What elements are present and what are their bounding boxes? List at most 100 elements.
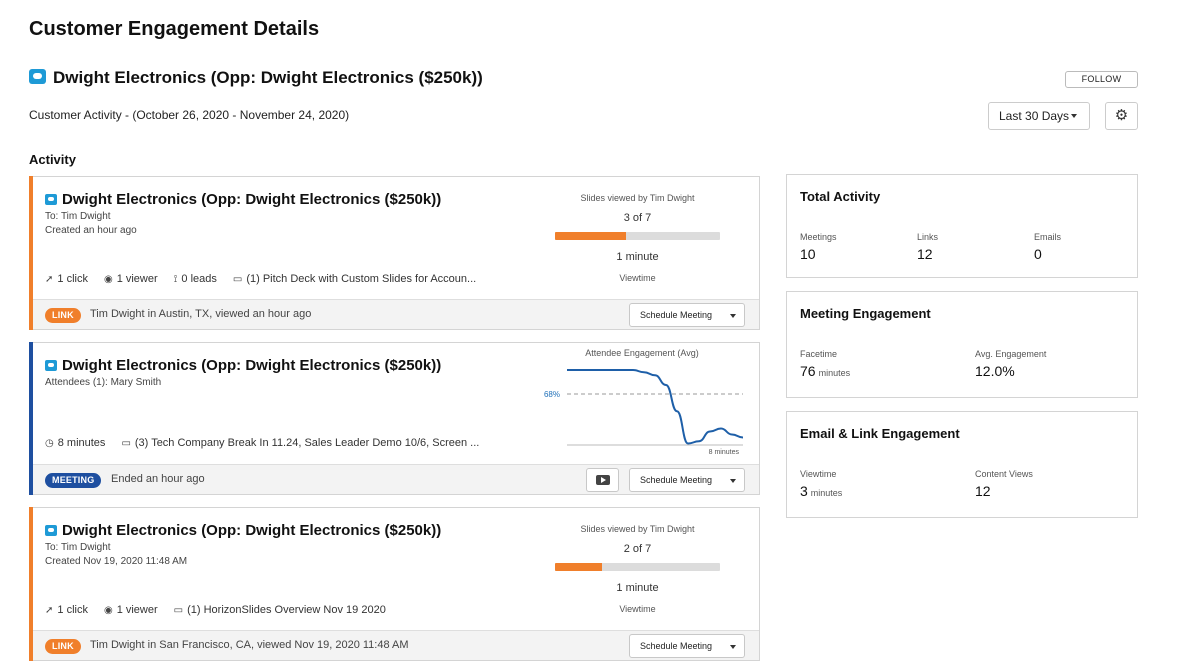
footer-status: Tim Dwight in Austin, TX, viewed an hour… xyxy=(90,308,312,320)
footer-status: Tim Dwight in San Francisco, CA, viewed … xyxy=(90,639,409,651)
card-recipient: To: Tim Dwight xyxy=(45,542,111,553)
avg-engagement-label: Avg. Engagement xyxy=(975,349,1047,359)
facetime-value: 76 xyxy=(800,363,816,379)
opportunity-icon xyxy=(45,194,57,205)
emails-stat: Emails 0 xyxy=(1034,232,1061,262)
schedule-meeting-dropdown[interactable] xyxy=(722,303,745,327)
avg-engagement-value: 12.0% xyxy=(975,363,1015,379)
link-badge: LINK xyxy=(45,308,81,323)
links-value: 12 xyxy=(917,246,933,262)
follow-button[interactable]: FOLLOW xyxy=(1065,71,1138,88)
slides-viewed-label: Slides viewed by Tim Dwight xyxy=(580,193,695,203)
slides-icon: ▭ xyxy=(232,273,243,285)
slides-icon: ▭ xyxy=(121,437,131,449)
activity-card-link[interactable]: Dwight Electronics (Opp: Dwight Electron… xyxy=(29,507,760,661)
card-recipient: To: Tim Dwight xyxy=(45,211,111,222)
viewtime-unit: minutes xyxy=(810,488,843,498)
date-range-select[interactable]: Last 30 Days xyxy=(988,102,1090,130)
eye-icon: ◉ xyxy=(103,604,113,616)
card-accent xyxy=(29,342,33,495)
viewtime-value: 3 xyxy=(800,483,808,499)
engagement-chart: Attendee Engagement (Avg) 68% 8 minutes xyxy=(544,348,744,456)
gear-icon: ⚙ xyxy=(1114,107,1129,124)
card-title[interactable]: Dwight Electronics (Opp: Dwight Electron… xyxy=(62,191,442,208)
slides-viewed-label: Slides viewed by Tim Dwight xyxy=(580,524,695,534)
viewer-count: 1 viewer xyxy=(116,273,158,285)
slides-viewed-count: 3 of 7 xyxy=(623,212,652,224)
footer-status: Ended an hour ago xyxy=(111,473,205,485)
slides-progress-bar xyxy=(555,232,720,240)
card-footer: MEETING Ended an hour ago Schedule Meeti… xyxy=(33,464,759,494)
click-count: 1 click xyxy=(57,604,88,616)
activity-section-label: Activity xyxy=(29,152,76,167)
viewtime-label: Viewtime xyxy=(800,469,837,479)
timer-icon: ◷ xyxy=(45,437,54,449)
schedule-meeting-dropdown[interactable] xyxy=(722,634,745,658)
slides-progress-fill xyxy=(555,563,603,571)
slides-viewed-panel: Slides viewed by Tim Dwight 2 of 7 1 min… xyxy=(555,524,720,614)
activity-card-link[interactable]: Dwight Electronics (Opp: Dwight Electron… xyxy=(29,176,760,330)
panel-title: Total Activity xyxy=(800,189,881,204)
links-stat: Links 12 xyxy=(917,232,938,262)
slides-viewed-panel: Slides viewed by Tim Dwight 3 of 7 1 min… xyxy=(555,193,720,283)
content-name[interactable]: (1) HorizonSlides Overview Nov 19 2020 xyxy=(187,604,386,616)
facetime-stat: Facetime 76 minutes xyxy=(800,349,850,379)
date-range-select-label: Last 30 Days xyxy=(999,109,1070,123)
opportunity-title: Dwight Electronics (Opp: Dwight Electron… xyxy=(53,68,483,87)
panel-title: Meeting Engagement xyxy=(800,306,931,321)
click-count: 1 click xyxy=(57,273,88,285)
facetime-label: Facetime xyxy=(800,349,838,359)
card-title[interactable]: Dwight Electronics (Opp: Dwight Electron… xyxy=(62,357,442,374)
links-label: Links xyxy=(917,232,939,242)
meeting-badge: MEETING xyxy=(45,473,102,488)
content-name[interactable]: (3) Tech Company Break In 11.24, Sales L… xyxy=(134,437,480,449)
meeting-engagement-panel: Meeting Engagement Facetime 76 minutes Av… xyxy=(786,291,1138,398)
link-badge: LINK xyxy=(45,639,81,654)
lead-count: 0 leads xyxy=(181,273,217,285)
card-footer: LINK Tim Dwight in Austin, TX, viewed an… xyxy=(33,299,759,329)
panel-title: Email & Link Engagement xyxy=(800,426,960,441)
average-label: 68% xyxy=(544,390,560,399)
card-metrics: ➚ 1 click ◉ 1 viewer ▭ (1) HorizonSlides Ov… xyxy=(45,604,386,616)
card-accent xyxy=(29,507,33,661)
schedule-meeting-dropdown[interactable] xyxy=(722,468,745,492)
viewer-count: 1 viewer xyxy=(116,604,158,616)
opportunity-icon xyxy=(45,525,57,536)
content-views-value: 12 xyxy=(975,483,991,499)
content-views-stat: Content Views 12 xyxy=(975,469,1033,499)
engagement-series-line xyxy=(567,369,744,445)
meetings-value: 10 xyxy=(800,246,816,262)
schedule-meeting-button[interactable]: Schedule Meeting xyxy=(629,634,723,658)
opportunity-icon xyxy=(45,360,57,371)
play-recording-button[interactable] xyxy=(586,468,619,492)
opportunity-icon xyxy=(29,69,46,84)
viewtime-stat: Viewtime 3 minutes xyxy=(800,469,842,499)
content-name[interactable]: (1) Pitch Deck with Custom Slides for Ac… xyxy=(246,273,477,285)
card-attendees: Attendees (1): Mary Smith xyxy=(45,377,162,388)
meetings-stat: Meetings 10 xyxy=(800,232,837,262)
content-views-label: Content Views xyxy=(975,469,1033,479)
card-metrics: ➚ 1 click ◉ 1 viewer ⟟ 0 leads ▭ (1) Pitch D… xyxy=(45,273,476,285)
card-title[interactable]: Dwight Electronics (Opp: Dwight Electron… xyxy=(62,522,442,539)
viewtime-value: 1 minute xyxy=(616,582,659,594)
settings-button[interactable]: ⚙ xyxy=(1105,102,1138,130)
slides-viewed-count: 2 of 7 xyxy=(623,543,652,555)
activity-date-range: Customer Activity - (October 26, 2020 - … xyxy=(29,108,350,122)
avg-engagement-stat: Avg. Engagement 12.0% xyxy=(975,349,1046,379)
chevron-down-icon xyxy=(1071,114,1077,118)
card-footer: LINK Tim Dwight in San Francisco, CA, vi… xyxy=(33,630,759,660)
email-link-engagement-panel: Email & Link Engagement Viewtime 3 minute… xyxy=(786,411,1138,518)
facetime-unit: minutes xyxy=(818,368,851,378)
page-title: Customer Engagement Details xyxy=(29,18,320,40)
schedule-meeting-button[interactable]: Schedule Meeting xyxy=(629,468,723,492)
slides-icon: ▭ xyxy=(173,604,184,616)
viewtime-value: 1 minute xyxy=(616,251,659,263)
activity-card-meeting[interactable]: Dwight Electronics (Opp: Dwight Electron… xyxy=(29,342,760,495)
emails-value: 0 xyxy=(1034,246,1042,262)
emails-label: Emails xyxy=(1034,232,1062,242)
card-accent xyxy=(29,176,33,330)
slides-progress-fill xyxy=(555,232,626,240)
card-created: Created Nov 19, 2020 11:48 AM xyxy=(45,556,188,567)
card-metrics: ◷ 8 minutes ▭ (3) Tech Company Break In 11… xyxy=(45,437,479,449)
schedule-meeting-button[interactable]: Schedule Meeting xyxy=(629,303,723,327)
